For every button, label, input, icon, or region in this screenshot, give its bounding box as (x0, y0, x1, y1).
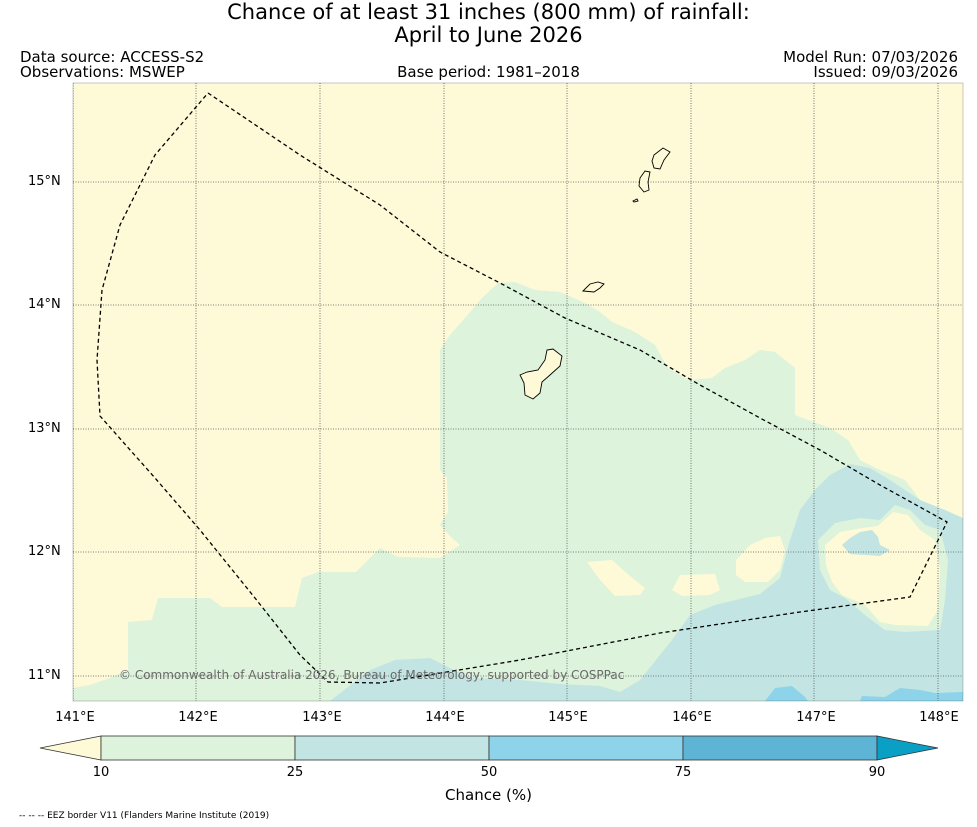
region-50-75-a (765, 686, 808, 701)
lon-tick-145e: 145°E (548, 710, 588, 725)
lon-tick-148e: 148°E (919, 710, 959, 725)
colorbar-label: Chance (%) (445, 786, 532, 804)
colorbar (39, 735, 939, 761)
lon-tick-146e: 146°E (672, 710, 712, 725)
colorbar-tick-50: 50 (480, 765, 498, 780)
patch-below-10-a (587, 560, 645, 596)
lon-gridlines (73, 83, 939, 701)
region-50-75-b (860, 688, 963, 701)
chart-title-line-2: April to June 2026 (394, 23, 583, 47)
model-run: Model Run: 07/03/2026 (783, 48, 958, 66)
region-10-25 (73, 282, 963, 701)
island-guam (519, 348, 563, 400)
lat-tick-14n: 14°N (28, 297, 61, 312)
colorbar-tick-75: 75 (674, 765, 692, 780)
lon-tick-143e: 143°E (302, 710, 342, 725)
base-period: Base period: 1981–2018 (397, 63, 580, 81)
colorbar-above-90 (876, 735, 939, 761)
issued-date: Issued: 09/03/2026 (813, 63, 958, 81)
colorbar-tick-25: 25 (286, 765, 304, 780)
patch-below-10-c (736, 536, 785, 582)
colorbar-tick-90: 90 (868, 765, 886, 780)
colorbar-tick-10: 10 (92, 765, 110, 780)
lon-tick-142e: 142°E (178, 710, 218, 725)
island-rota (582, 281, 605, 293)
eez-legend-note: -- -- -- EEZ border V11 (Flanders Marine… (19, 811, 270, 821)
island-outlines (519, 147, 671, 400)
data-source: Data source: ACCESS-S2 (20, 48, 205, 66)
observations: Observations: MSWEP (20, 63, 185, 81)
hole-25-50-right (842, 530, 890, 556)
island-saipan (651, 147, 671, 170)
island-tinian (638, 170, 651, 193)
chart-title-line-1: Chance of at least 31 inches (800 mm) of… (227, 0, 750, 24)
lat-tick-11n: 11°N (28, 668, 61, 683)
lon-tick-144e: 144°E (425, 710, 465, 725)
colorbar-25-50 (294, 735, 490, 761)
colorbar-10-25 (100, 735, 296, 761)
lat-tick-15n: 15°N (28, 174, 61, 189)
colorbar-75-90 (682, 735, 878, 761)
lon-tick-147e: 147°E (796, 710, 836, 725)
lat-tick-13n: 13°N (28, 421, 61, 436)
colorbar-below-10 (39, 735, 102, 761)
lat-gridlines (73, 181, 963, 677)
region-25-50 (330, 464, 963, 701)
lat-tick-12n: 12°N (28, 544, 61, 559)
patch-below-10-b (672, 574, 720, 596)
colorbar-50-75 (488, 735, 684, 761)
eez-border (96, 92, 948, 684)
copyright-notice: © Commonwealth of Australia 2026, Bureau… (119, 668, 625, 682)
lon-tick-141e: 141°E (55, 710, 95, 725)
island-aguijan (632, 198, 639, 203)
